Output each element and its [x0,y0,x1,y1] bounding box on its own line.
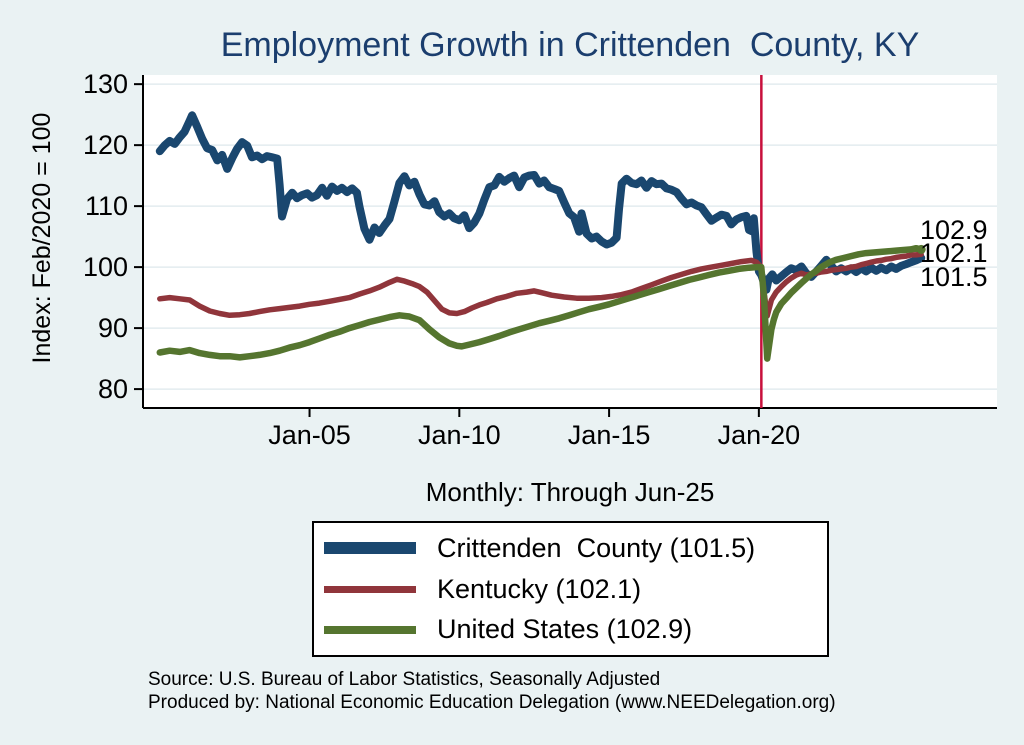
legend-label-crittenden-county: Crittenden County (101.5) [437,532,756,563]
united-states-line [156,244,925,362]
legend-label-united-states: United States (102.9) [437,614,693,645]
chart-title: Employment Growth in Crittenden County, … [220,26,920,64]
plot-area [143,75,997,408]
legend-item-crittenden-county: Crittenden County (101.5) [324,533,827,564]
footer: Source: U.S. Bureau of Labor Statistics,… [148,668,836,714]
crittenden-county-line-swatch [324,542,416,555]
end-label-kentucky: 102.1 [920,238,988,268]
x-tick-label-Jan-05: Jan-05 [268,420,351,450]
y-tick-label-100: 100 [82,252,128,283]
y-tick-label-110: 110 [84,191,128,222]
y-axis-title: Index: Feb/2020 = 100 [28,112,56,364]
x-tick-label-Jan-15: Jan-15 [567,420,651,450]
end-label-crittenden-county: 101.5 [920,262,988,292]
legend-item-kentucky: Kentucky (102.1) [324,574,827,605]
x-tick-label-Jan-10: Jan-10 [418,420,501,450]
kentucky-line-swatch [324,585,416,593]
legend-label-kentucky: Kentucky (102.1) [437,573,642,604]
end-label-united-states: 102.9 [920,215,988,245]
chart-subtitle: Monthly: Through Jun-25 [425,477,715,507]
united-states-end-marker [916,244,926,254]
kentucky-line [157,251,924,319]
legend-item-united-states: United States (102.9) [324,614,827,645]
y-tick-label-80: 80 [97,374,128,405]
y-tick-label-90: 90 [97,313,128,344]
x-tick-label-Jan-20: Jan-20 [717,420,801,450]
crittenden-county-line [155,111,926,294]
y-tick-label-130: 130 [82,69,128,100]
united-states-line-swatch [324,625,416,634]
source-note: Source: U.S. Bureau of Labor Statistics,… [148,669,661,690]
legend: Crittenden County (101.5) Kentucky (102.… [312,521,829,657]
y-tick-label-120: 120 [82,130,128,161]
produced-by-note: Produced by: National Economic Education… [148,692,836,713]
